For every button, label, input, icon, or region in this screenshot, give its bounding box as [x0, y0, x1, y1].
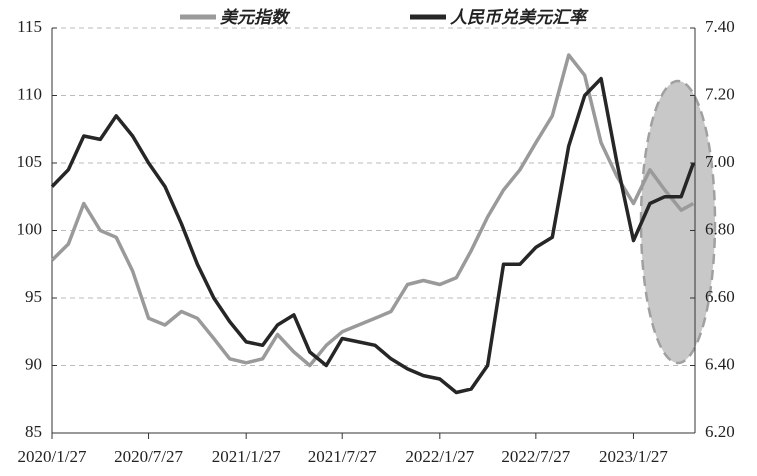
x-tick-label: 2020/7/27 — [114, 447, 183, 466]
y-tick-label: 115 — [17, 17, 42, 36]
y-tick-label: 105 — [17, 152, 43, 171]
y-tick-label: 85 — [25, 422, 42, 441]
y2-tick-label: 6.40 — [705, 354, 735, 373]
y-tick-label: 100 — [17, 219, 43, 238]
series-line — [50, 76, 696, 395]
y2-tick-label: 6.80 — [705, 219, 735, 238]
legend-label: 人民币兑美元汇率 — [450, 8, 589, 28]
y-tick-label: 110 — [17, 84, 42, 103]
y2-tick-label: 6.20 — [705, 422, 735, 441]
highlight-ellipse — [639, 79, 717, 365]
y-tick-label: 95 — [25, 287, 42, 306]
y2-tick-label: 7.00 — [705, 152, 735, 171]
x-tick-label: 2021/1/27 — [212, 447, 281, 466]
x-tick-label: 2021/7/27 — [308, 447, 377, 466]
y2-tick-label: 7.40 — [705, 17, 735, 36]
x-tick-label: 2022/1/27 — [405, 447, 474, 466]
x-tick-label: 2022/7/27 — [501, 447, 570, 466]
series-line — [50, 53, 695, 368]
y2-tick-label: 7.20 — [705, 84, 735, 103]
x-tick-label: 2020/1/27 — [18, 447, 87, 466]
legend-label: 美元指数 — [220, 8, 291, 28]
y-tick-label: 90 — [25, 354, 42, 373]
y2-tick-label: 6.60 — [705, 287, 735, 306]
x-tick-label: 2023/1/27 — [599, 447, 668, 466]
